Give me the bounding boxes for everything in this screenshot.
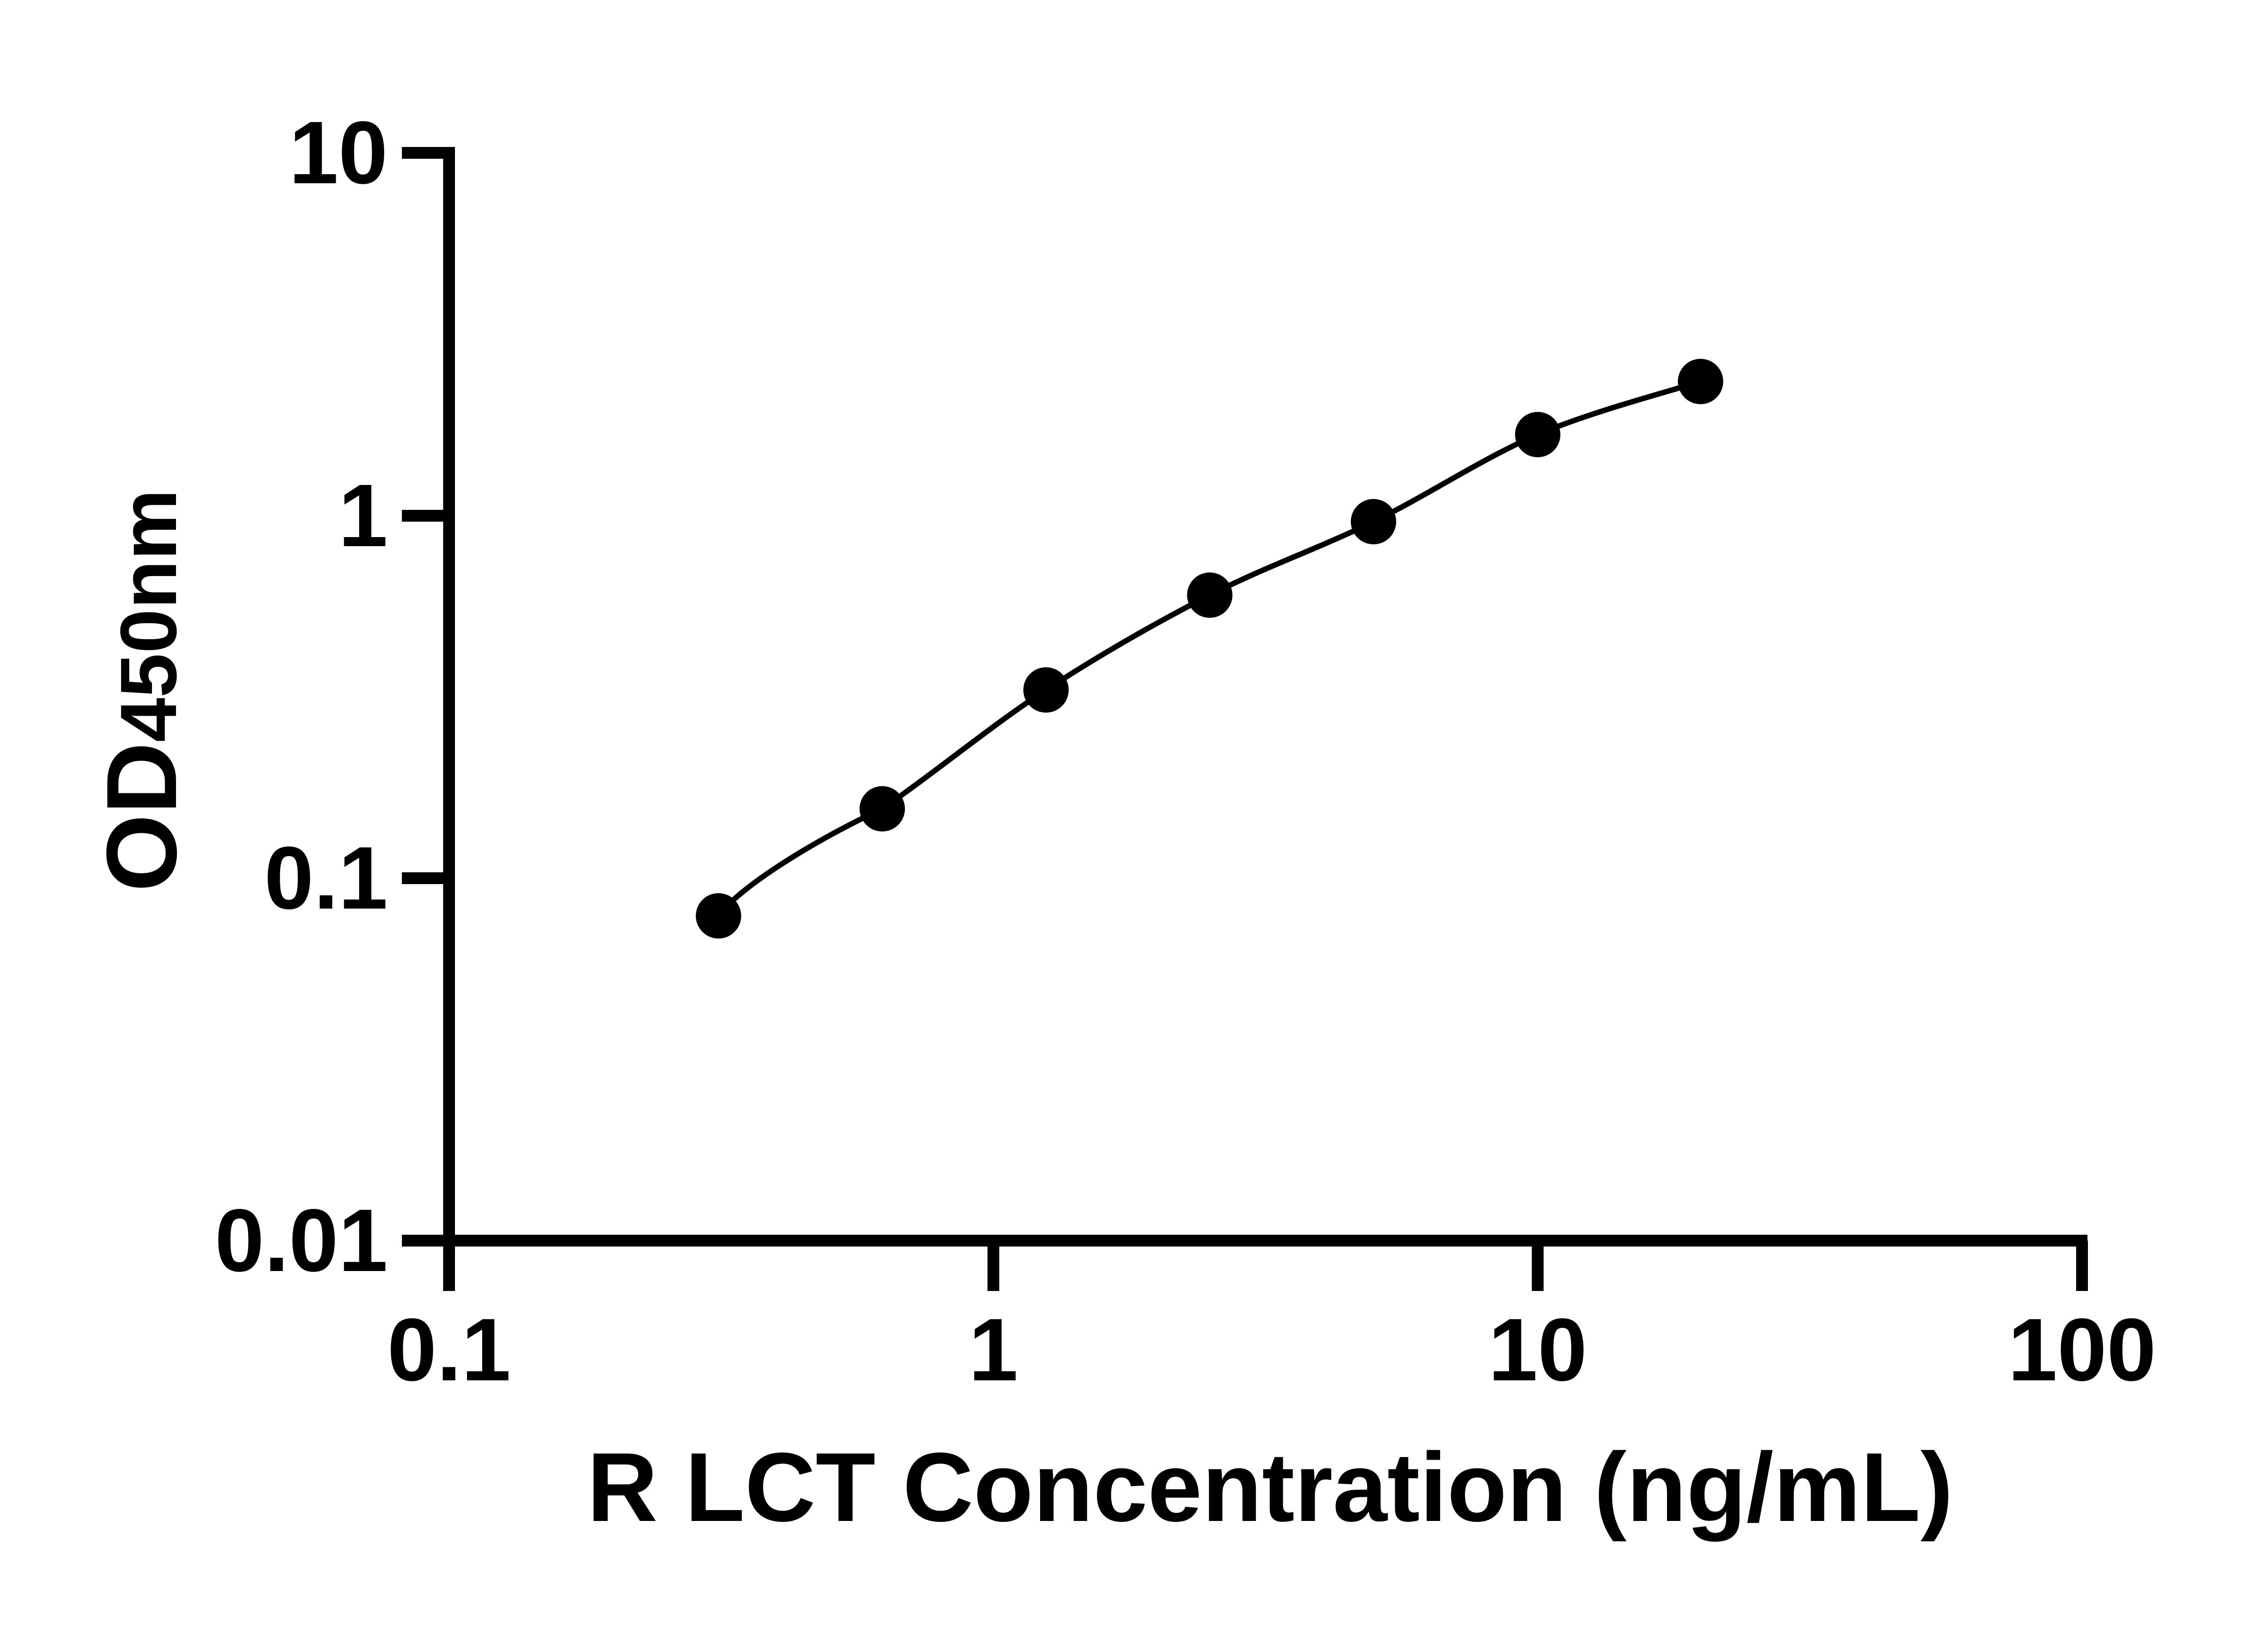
svg-text:1: 1 xyxy=(338,466,388,565)
svg-text:10: 10 xyxy=(1488,1300,1587,1399)
svg-text:0.01: 0.01 xyxy=(215,1191,388,1290)
svg-text:1: 1 xyxy=(968,1300,1018,1399)
svg-text:R LCT Concentration (ng/mL): R LCT Concentration (ng/mL) xyxy=(587,1432,1953,1542)
svg-text:100: 100 xyxy=(2008,1300,2156,1399)
svg-text:OD450nm: OD450nm xyxy=(86,489,197,892)
svg-text:10: 10 xyxy=(289,103,388,202)
svg-text:0.1: 0.1 xyxy=(264,828,388,928)
svg-text:0.1: 0.1 xyxy=(387,1300,511,1399)
